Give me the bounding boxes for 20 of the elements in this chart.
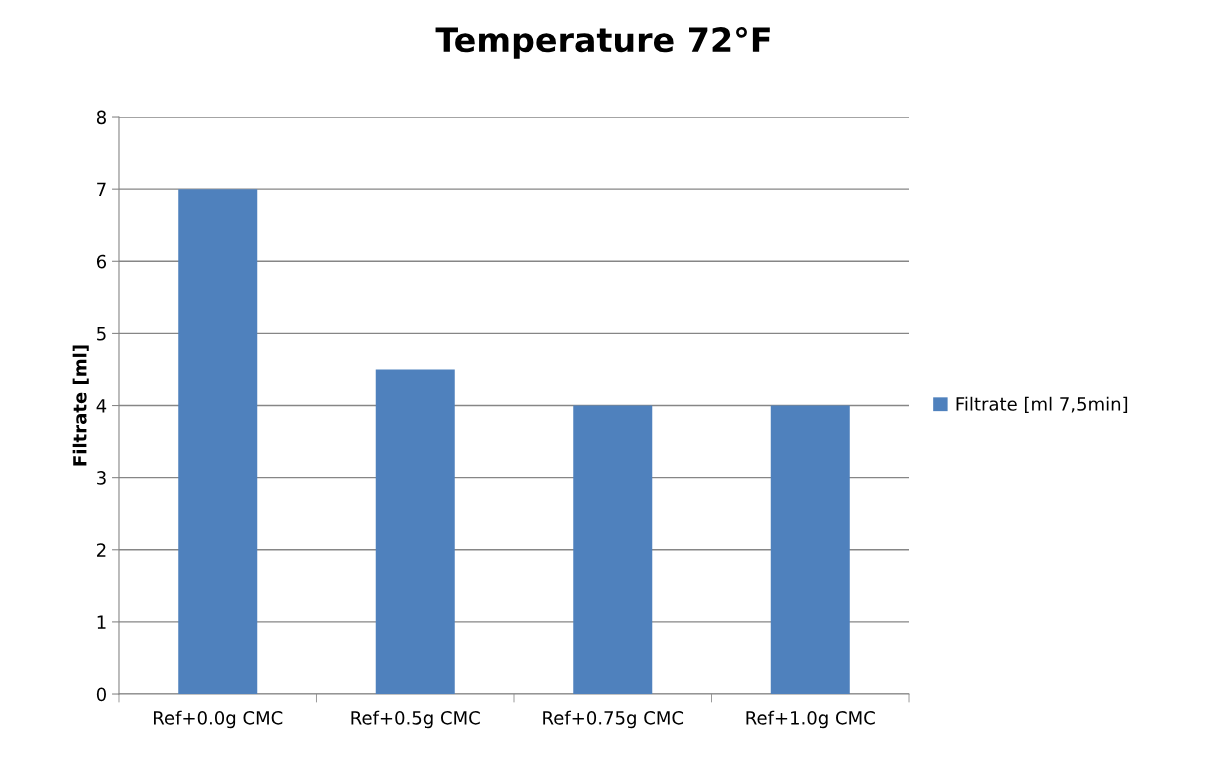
y-tick-label: 2	[97, 543, 106, 557]
y-tick-label: 8	[96, 110, 106, 125]
bar	[178, 189, 258, 695]
x-tick-label: Ref+0.0g CMC	[153, 710, 283, 729]
bar	[573, 405, 653, 695]
chart-title: Temperature 72°F	[435, 26, 770, 59]
x-tick-label: Ref+1.0g CMC	[746, 710, 875, 729]
bar	[770, 405, 850, 695]
x-tick-label: Ref+0.75g CMC	[543, 710, 684, 729]
legend-label: Filtrate [ml 7,5min]	[956, 396, 1128, 413]
y-tick-label: 5	[97, 327, 106, 341]
y-tick-label: 6	[96, 254, 107, 269]
y-tick-label: 3	[97, 471, 106, 485]
bar	[375, 369, 455, 695]
y-axis-title: Filtrate [ml]	[72, 345, 89, 466]
y-tick-label: 0	[96, 687, 106, 702]
y-tick-label: 7	[97, 182, 106, 197]
y-tick-label: 1	[97, 615, 106, 629]
x-tick-label: Ref+0.5g CMC	[351, 710, 480, 729]
y-tick-label: 4	[96, 399, 107, 413]
